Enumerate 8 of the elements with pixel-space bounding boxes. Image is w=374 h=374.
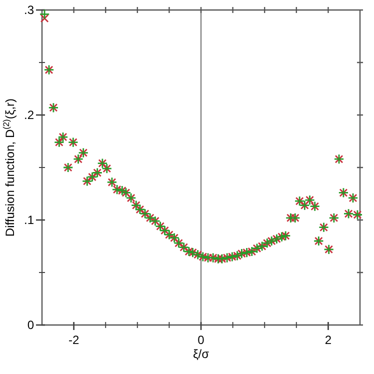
y-tick-label: 0 xyxy=(27,318,34,332)
x-tick-label: 2 xyxy=(324,333,332,347)
x-axis-title: ξ/σ xyxy=(192,347,210,361)
y-tick-label: .2 xyxy=(24,108,34,122)
y-tick-label: .1 xyxy=(24,213,34,227)
x-tick-label: 0 xyxy=(198,333,205,347)
y-tick-label: .3 xyxy=(24,3,34,17)
x-tick-label: -2 xyxy=(68,333,80,347)
